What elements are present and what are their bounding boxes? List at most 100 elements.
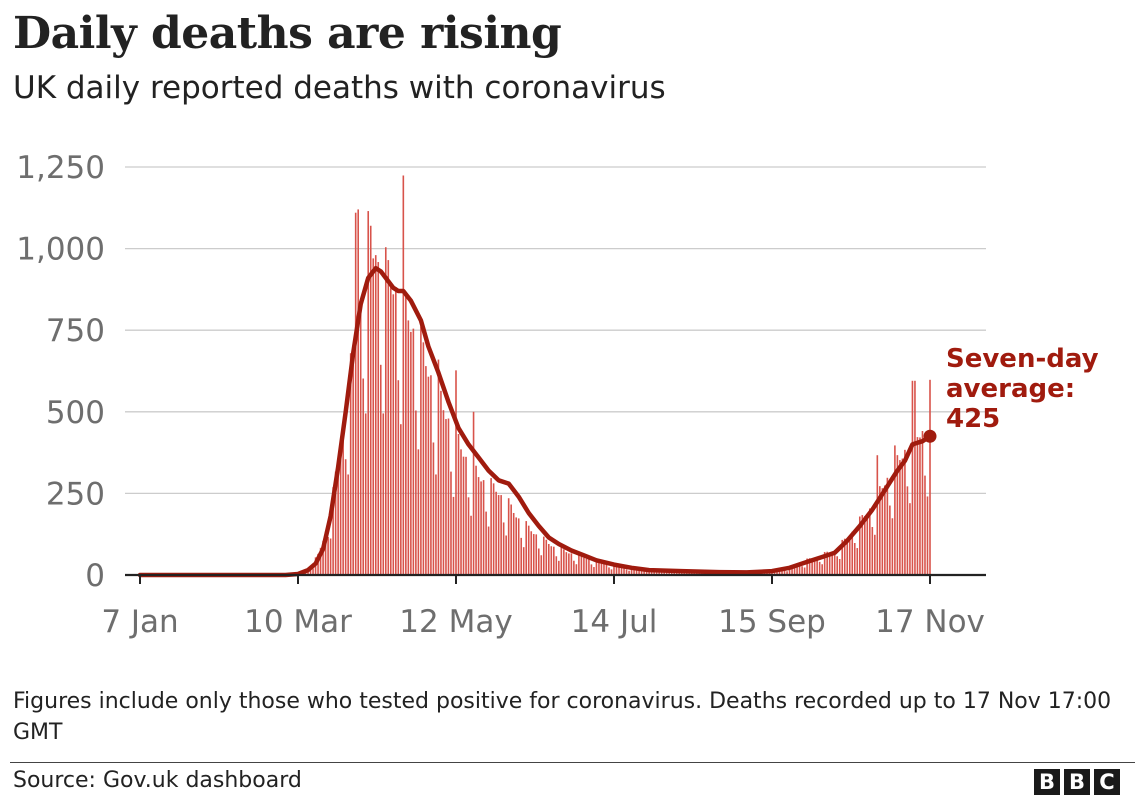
daily-bar: [645, 571, 648, 575]
daily-bar: [598, 560, 600, 575]
daily-bar: [405, 292, 407, 575]
daily-bar: [793, 565, 796, 575]
daily-bar: [811, 558, 813, 575]
daily-bar: [884, 485, 886, 575]
daily-bar: [615, 565, 618, 575]
y-tick-label: 1,250: [16, 150, 105, 186]
daily-bar: [400, 424, 402, 575]
daily-bar: [457, 434, 460, 575]
daily-bar: [610, 569, 613, 575]
daily-bar: [838, 559, 841, 575]
daily-bar: [497, 495, 500, 575]
daily-bar: [312, 568, 314, 575]
daily-bar: [507, 498, 510, 575]
daily-bar: [600, 562, 603, 575]
daily-bar: [894, 445, 896, 575]
daily-bar: [921, 431, 924, 575]
daily-bar: [525, 521, 528, 575]
daily-bar: [678, 572, 681, 575]
daily-bar: [540, 555, 543, 575]
daily-bar: [480, 481, 482, 575]
daily-bar: [362, 378, 365, 575]
daily-bar: [430, 375, 432, 575]
daily-bar: [783, 570, 786, 575]
daily-bar: [768, 572, 771, 575]
daily-bar: [347, 474, 349, 575]
daily-bar: [881, 488, 884, 575]
daily-bar: [364, 413, 367, 575]
daily-bar: [427, 376, 430, 575]
daily-bar: [384, 247, 387, 575]
daily-bar: [527, 525, 530, 575]
daily-bar: [322, 540, 324, 575]
daily-bar: [520, 537, 523, 575]
daily-bar: [470, 515, 472, 575]
daily-bar: [354, 212, 357, 575]
daily-bar: [563, 549, 565, 575]
daily-bar: [813, 558, 816, 575]
daily-bar: [387, 260, 390, 575]
daily-bar: [781, 568, 783, 575]
daily-bar: [547, 543, 550, 575]
daily-bar: [560, 547, 563, 575]
daily-bar: [415, 410, 417, 575]
chart-subtitle: UK daily reported deaths with coronaviru…: [13, 70, 666, 106]
daily-bar: [447, 418, 450, 575]
daily-bar: [432, 442, 435, 575]
daily-bar: [412, 328, 415, 575]
daily-bar: [437, 359, 440, 575]
daily-bar: [595, 559, 598, 575]
daily-bar: [808, 558, 811, 575]
daily-bar: [389, 284, 392, 575]
daily-bar: [846, 539, 849, 575]
daily-bar: [874, 534, 876, 575]
daily-bar: [337, 461, 339, 575]
daily-bar: [620, 566, 623, 575]
x-tick-label: 17 Nov: [875, 604, 985, 640]
daily-bar: [565, 552, 568, 575]
daily-bar: [866, 514, 869, 575]
daily-bar: [904, 449, 906, 575]
daily-bar: [588, 558, 590, 575]
daily-bar: [778, 569, 781, 575]
daily-bar: [663, 572, 665, 575]
source-divider: [10, 762, 1135, 763]
daily-bar: [477, 477, 480, 575]
daily-bar: [869, 508, 871, 575]
daily-bar: [833, 550, 836, 575]
daily-bar: [492, 483, 495, 575]
y-tick-label: 1,000: [16, 232, 105, 268]
daily-bar: [327, 536, 329, 575]
daily-bar: [319, 547, 322, 575]
daily-bar: [475, 465, 477, 575]
daily-bar: [640, 568, 643, 575]
daily-bar: [843, 538, 846, 575]
daily-bar: [901, 458, 904, 575]
daily-bar: [628, 570, 630, 575]
daily-bar: [410, 331, 412, 575]
daily-bar: [803, 567, 806, 575]
daily-bar: [485, 511, 487, 575]
daily-bar: [635, 568, 638, 575]
daily-bar: [633, 567, 635, 575]
daily-bar: [831, 551, 833, 575]
x-tick-label: 15 Sep: [718, 604, 826, 640]
daily-bar: [879, 486, 881, 575]
daily-bar: [442, 410, 445, 575]
daily-bar: [467, 497, 470, 575]
y-tick-label: 0: [85, 558, 105, 594]
daily-bar: [863, 516, 866, 575]
daily-bar: [791, 566, 793, 575]
daily-bar: [379, 364, 382, 575]
daily-bar: [530, 531, 533, 575]
daily-bar: [638, 568, 640, 575]
daily-bar: [575, 564, 578, 575]
daily-bar: [374, 255, 377, 575]
y-tick-label: 750: [46, 313, 105, 349]
average-end-dot: [923, 429, 937, 443]
daily-bar: [896, 455, 899, 575]
daily-bar: [858, 516, 861, 575]
daily-bar: [367, 211, 370, 575]
daily-bar: [836, 556, 839, 575]
